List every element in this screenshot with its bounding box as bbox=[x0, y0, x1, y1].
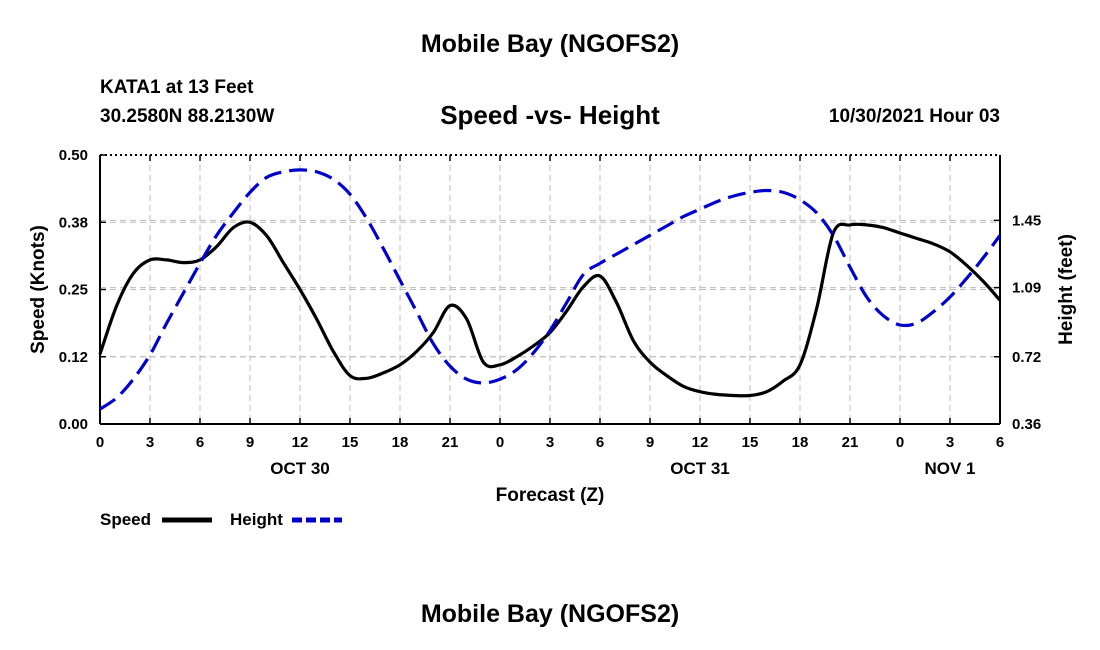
x-tick-label: 6 bbox=[196, 434, 204, 451]
date-label: NOV 1 bbox=[924, 459, 975, 478]
x-tick-label: 12 bbox=[292, 434, 309, 451]
x-tick-label: 15 bbox=[342, 434, 359, 451]
forecast-time: 10/30/2021 Hour 03 bbox=[828, 106, 1000, 127]
x-tick-label: 6 bbox=[596, 434, 604, 451]
date-label: OCT 31 bbox=[670, 459, 730, 478]
y-axis-title: Speed (Knots) bbox=[28, 225, 49, 354]
legend: Speed Height bbox=[100, 510, 342, 529]
x-tick-label: 18 bbox=[392, 434, 409, 451]
y2-tick-label: 0.36 bbox=[1012, 416, 1041, 433]
axis-labels: 0 3 6 9 12 15 18 21 0 3 6 9 12 15 18 21 0 3 6 0.00 0.12 0.25 0… bbox=[28, 147, 1077, 506]
station-coordinates: 30.2580N 88.2130W bbox=[100, 106, 275, 127]
x-tick-label: 21 bbox=[442, 434, 459, 451]
axes bbox=[99, 154, 1001, 425]
series-line-height bbox=[99, 168, 1002, 411]
y2-tick-label: 1.45 bbox=[1012, 212, 1041, 229]
y2-tick-label: 0.72 bbox=[1012, 349, 1041, 366]
y-tick-label: 0.50 bbox=[59, 147, 88, 164]
speed-height-chart: 0 3 6 9 12 15 18 21 0 3 6 9 12 15 18 21 0 3 6 0.00 0.12 0.25 0… bbox=[28, 147, 1077, 529]
x-tick-label: 9 bbox=[246, 434, 254, 451]
x-tick-label: 12 bbox=[692, 434, 709, 451]
y-tick-label: 0.25 bbox=[59, 282, 88, 299]
legend-speed-label: Speed bbox=[100, 510, 151, 529]
x-tick-label: 0 bbox=[496, 434, 504, 451]
x-tick-label: 21 bbox=[842, 434, 859, 451]
grid bbox=[100, 155, 1000, 425]
y2-axis-title: Height (feet) bbox=[1056, 234, 1077, 345]
x-tick-label: 9 bbox=[646, 434, 654, 451]
page-title-repeat: Mobile Bay (NGOFS2) bbox=[420, 600, 680, 628]
x-tick-label: 15 bbox=[742, 434, 759, 451]
y-tick-label: 0.12 bbox=[59, 349, 88, 366]
x-tick-label: 3 bbox=[546, 434, 554, 451]
y2-tick-label: 1.09 bbox=[1012, 280, 1041, 297]
y-tick-label: 0.00 bbox=[59, 416, 88, 433]
page-title: Mobile Bay (NGOFS2) bbox=[420, 30, 680, 58]
x-tick-label: 0 bbox=[96, 434, 104, 451]
x-tick-label: 3 bbox=[146, 434, 154, 451]
station-name: KATA1 at 13 Feet bbox=[100, 77, 254, 98]
x-tick-label: 18 bbox=[792, 434, 809, 451]
date-label: OCT 30 bbox=[270, 459, 330, 478]
x-tick-label: 0 bbox=[896, 434, 904, 451]
legend-height-label: Height bbox=[230, 510, 283, 529]
x-tick-label: 3 bbox=[946, 434, 954, 451]
chart-title: Speed -vs- Height bbox=[440, 100, 660, 130]
x-tick-label: 6 bbox=[996, 434, 1004, 451]
y-tick-label: 0.38 bbox=[59, 214, 88, 231]
series bbox=[98, 168, 1002, 411]
x-axis-title: Forecast (Z) bbox=[496, 485, 605, 506]
